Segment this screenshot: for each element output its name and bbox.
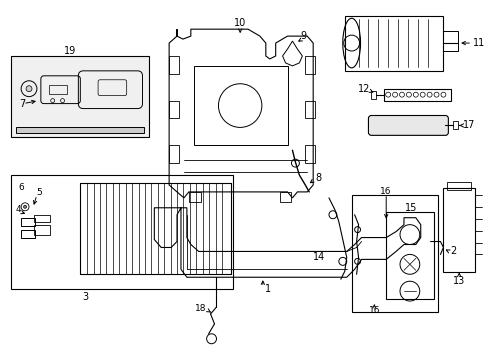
Bar [169,100,179,118]
Bar [21,218,35,226]
Bar [344,16,443,71]
Bar [386,212,433,299]
Text: 14: 14 [312,252,325,262]
Bar [279,192,291,202]
Bar [447,182,470,190]
Text: 2: 2 [449,247,456,256]
Text: 13: 13 [452,276,465,286]
Bar [351,195,438,312]
Text: 5: 5 [36,188,41,197]
Bar [384,89,450,100]
Text: 6: 6 [18,184,24,193]
Bar [443,31,457,51]
Bar [21,230,35,238]
Bar [16,127,144,133]
Text: 7: 7 [19,99,25,109]
Text: 4: 4 [15,205,21,214]
Text: 11: 11 [472,38,484,48]
Circle shape [23,205,26,208]
Bar [188,192,200,202]
Bar [443,188,474,272]
Bar [305,56,314,74]
Text: 10: 10 [234,18,246,28]
Bar [305,145,314,163]
Text: 9: 9 [300,31,306,41]
Bar [169,145,179,163]
Bar [193,66,287,145]
Bar [305,100,314,118]
Text: 16: 16 [368,306,379,315]
Circle shape [26,86,32,92]
Text: 1: 1 [264,284,270,294]
Bar [49,85,66,94]
Bar [452,121,457,129]
Text: 15: 15 [404,203,416,213]
FancyBboxPatch shape [367,116,447,135]
Text: 17: 17 [462,121,474,130]
Bar [169,56,179,74]
Bar [34,225,50,235]
Text: 16: 16 [380,188,391,197]
Text: 18: 18 [195,305,206,314]
Bar [34,215,50,222]
Text: 8: 8 [314,173,321,183]
Text: 12: 12 [357,84,369,94]
Bar [11,175,233,289]
Text: 19: 19 [64,46,77,56]
Text: 3: 3 [82,292,88,302]
Bar [371,91,376,99]
Bar [11,56,149,137]
